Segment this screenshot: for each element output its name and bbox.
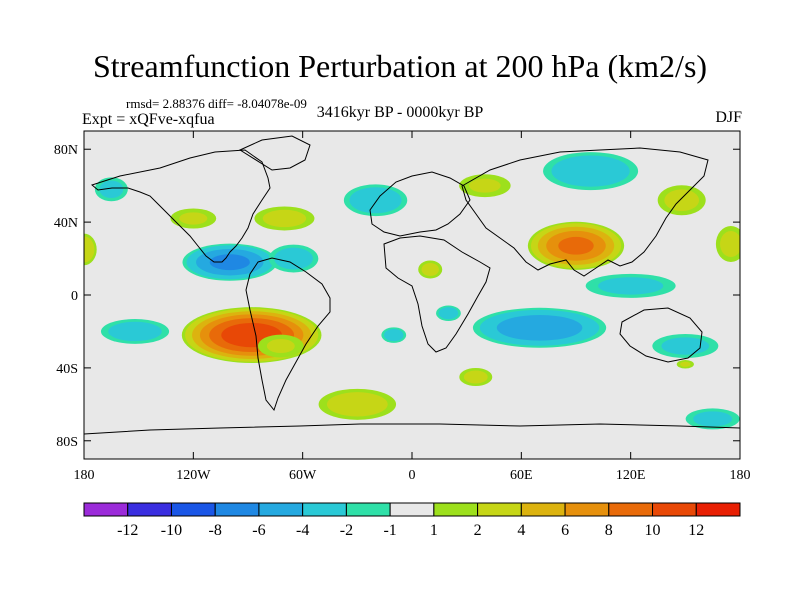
y-tick-label: 40N bbox=[54, 216, 78, 231]
colorbar-swatch bbox=[652, 502, 697, 517]
contour-band bbox=[274, 247, 313, 270]
colorbar: -12 -10 -8 -6 -4 -2 -1 1 2 4 6 8 10 12 bbox=[83, 502, 741, 539]
anomaly-positive-24 bbox=[318, 388, 397, 420]
contour-band bbox=[209, 254, 250, 271]
colorbar-label: 2 bbox=[474, 522, 482, 539]
anomaly-negative-5 bbox=[94, 177, 128, 202]
contour-band bbox=[84, 236, 95, 263]
colorbar-swatch bbox=[520, 502, 566, 517]
contour-band bbox=[463, 370, 488, 384]
colorbar-swatch bbox=[477, 502, 522, 517]
colorbar-label: -6 bbox=[252, 522, 265, 539]
colorbar-label: 10 bbox=[645, 522, 661, 539]
anomaly-negative-11 bbox=[436, 305, 461, 321]
contour-band bbox=[693, 411, 733, 427]
colorbar-label: -1 bbox=[383, 522, 396, 539]
anomaly-negative-23 bbox=[685, 408, 740, 430]
contour-band bbox=[349, 187, 402, 214]
anomaly-negative-19 bbox=[472, 307, 607, 348]
colorbar-swatch bbox=[433, 502, 479, 517]
contour-band bbox=[680, 361, 691, 367]
colorbar-swatch bbox=[127, 502, 172, 517]
contour-band bbox=[326, 392, 388, 417]
experiment-label: Expt = xQFve-xqfua bbox=[82, 111, 215, 128]
axes: 180 120W 60W 0 60E 120E 180 80N 40N 0 40S 80S bbox=[54, 131, 751, 483]
anomaly-negative-2 bbox=[182, 243, 278, 281]
time-range-subtitle: 3416kyr BP - 0000kyr BP bbox=[316, 104, 484, 121]
colorbar-swatch bbox=[608, 502, 654, 517]
colorbar-swatch bbox=[83, 502, 129, 517]
contour-band bbox=[720, 230, 740, 257]
y-tick-label: 0 bbox=[71, 289, 78, 304]
colorbar-swatch bbox=[389, 502, 435, 517]
anomaly-positive-7 bbox=[254, 206, 315, 231]
contour-band bbox=[179, 212, 208, 225]
contour-band bbox=[661, 337, 710, 355]
contour-band bbox=[108, 321, 162, 342]
stats-text: rmsd= 2.88376 diff= -8.04078e-09 bbox=[126, 96, 307, 111]
colorbar-label: -2 bbox=[340, 522, 353, 539]
anomaly-positive-8 bbox=[84, 233, 97, 266]
season-label: DJF bbox=[715, 109, 742, 126]
anomaly-positive-15 bbox=[527, 221, 625, 270]
colorbar-label: -8 bbox=[209, 522, 222, 539]
anomaly-positive-18 bbox=[715, 225, 740, 262]
contour-band bbox=[262, 209, 307, 228]
y-tick-label: 40S bbox=[56, 362, 78, 377]
x-tick-label: 60W bbox=[289, 468, 317, 483]
contour-band bbox=[664, 189, 700, 212]
contour-band bbox=[496, 314, 583, 341]
x-tick-label: 0 bbox=[409, 468, 416, 483]
contour-band bbox=[99, 180, 124, 198]
anomaly-positive-17 bbox=[657, 185, 706, 216]
y-tick-label: 80S bbox=[56, 435, 78, 450]
colorbar-swatch bbox=[258, 502, 304, 517]
anomaly-positive-6 bbox=[170, 208, 217, 229]
anomaly-positive-1 bbox=[257, 334, 304, 358]
contour-band bbox=[266, 339, 295, 354]
colorbar-swatch bbox=[564, 502, 610, 517]
anomaly-negative-3 bbox=[268, 244, 319, 273]
colorbar-label: -12 bbox=[117, 522, 138, 539]
colorbar-swatch bbox=[214, 502, 260, 517]
chart-title: Streamfunction Perturbation at 200 hPa (… bbox=[92, 48, 708, 84]
colorbar-label: 1 bbox=[430, 522, 438, 539]
colorbar-swatch bbox=[695, 502, 741, 517]
contour-band bbox=[384, 329, 404, 342]
anomaly-negative-16 bbox=[543, 152, 639, 191]
anomaly-negative-20 bbox=[585, 273, 676, 298]
x-tick-label: 60E bbox=[510, 468, 533, 483]
anomaly-positive-13 bbox=[459, 368, 493, 386]
x-tick-label: 180 bbox=[730, 468, 751, 483]
colorbar-label: -10 bbox=[161, 522, 182, 539]
colorbar-label: -4 bbox=[296, 522, 309, 539]
x-tick-label: 120E bbox=[616, 468, 646, 483]
colorbar-label: 8 bbox=[605, 522, 613, 539]
anomaly-field bbox=[84, 152, 740, 430]
anomaly-positive-22 bbox=[676, 359, 694, 369]
colorbar-label: 4 bbox=[517, 522, 525, 539]
contour-band bbox=[551, 155, 630, 187]
colorbar-swatch bbox=[345, 502, 391, 517]
contour-band bbox=[421, 262, 439, 277]
contour-band bbox=[438, 307, 459, 320]
colorbar-swatch bbox=[302, 502, 347, 517]
contour-band bbox=[469, 178, 501, 193]
anomaly-negative-21 bbox=[652, 334, 719, 359]
colorbar-label: 6 bbox=[561, 522, 569, 539]
anomaly-negative-12 bbox=[381, 327, 407, 343]
y-tick-label: 80N bbox=[54, 143, 78, 158]
x-tick-label: 180 bbox=[74, 468, 95, 483]
anomaly-negative-9 bbox=[343, 184, 408, 217]
colorbar-label: 12 bbox=[688, 522, 704, 539]
colorbar-swatch bbox=[170, 502, 216, 517]
contour-band bbox=[598, 277, 664, 295]
contour-band bbox=[558, 236, 594, 255]
x-tick-label: 120W bbox=[176, 468, 211, 483]
anomaly-positive-10 bbox=[418, 260, 443, 279]
anomaly-negative-4 bbox=[100, 319, 170, 344]
coastlines bbox=[84, 135, 740, 435]
